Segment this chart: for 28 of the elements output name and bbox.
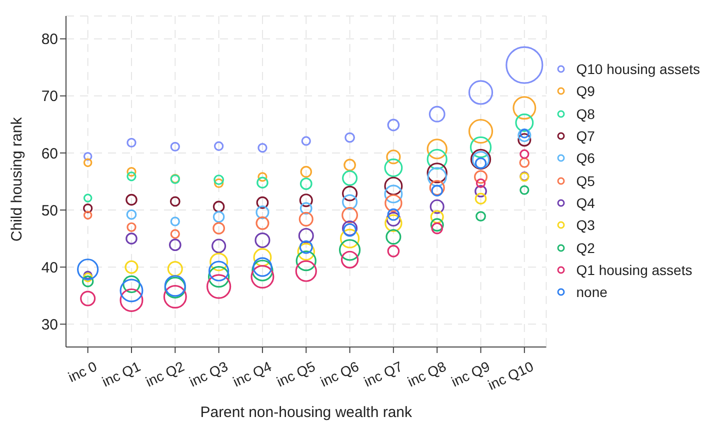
y-tick-label: 70 [41, 88, 58, 106]
legend-label: Q10 housing assets [576, 61, 700, 78]
legend-label: none [576, 284, 608, 300]
legend-label: Q9 [576, 83, 595, 100]
x-tick-label: inc Q2 [143, 358, 187, 390]
y-tick-label: 60 [41, 145, 58, 162]
legend-label: Q3 [576, 217, 595, 234]
x-tick-label: inc Q3 [186, 358, 230, 390]
legend-label: Q2 [576, 240, 595, 256]
y-tick-label: 50 [41, 202, 58, 220]
y-tick-label: 40 [41, 259, 58, 276]
x-tick-label: inc 0 [66, 358, 100, 386]
legend-label: Q4 [576, 194, 595, 211]
x-tick-label: inc Q7 [361, 358, 406, 390]
legend-label: Q8 [576, 106, 595, 122]
y-axis-title: Child housing rank [8, 116, 26, 242]
legend-label: Q5 [576, 172, 595, 189]
x-tick-label: inc Q5 [274, 358, 318, 390]
x-tick-label: inc Q6 [318, 358, 362, 390]
legend-label: Q6 [576, 150, 595, 166]
x-tick-label: inc Q4 [230, 358, 274, 390]
y-tick-label: 80 [41, 31, 58, 48]
y-tick-label: 30 [41, 316, 58, 334]
x-tick-label: inc Q1 [99, 358, 144, 390]
x-tick-label: inc Q8 [405, 358, 449, 390]
legend-label: Q7 [576, 128, 595, 144]
legend-label: Q1 housing assets [576, 262, 692, 278]
x-axis-title: Parent non-housing wealth rank [200, 404, 413, 421]
